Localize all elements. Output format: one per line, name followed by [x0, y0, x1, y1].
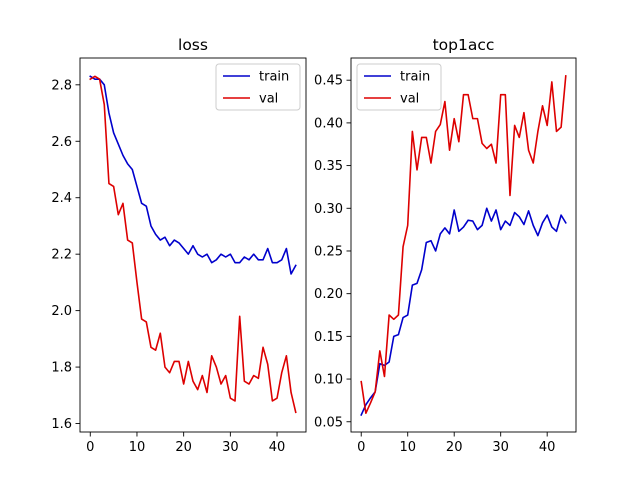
- top1acc-legend: train val: [356, 63, 442, 111]
- top1acc-y-tick-label: 0.05: [314, 415, 343, 430]
- loss-legend-label-train: train: [259, 70, 289, 85]
- top1acc-x-tick-label: 30: [492, 440, 509, 455]
- top1acc-y-tick-label: 0.15: [314, 330, 343, 345]
- top1acc-legend-label-val: val: [400, 92, 419, 107]
- top1acc-x-tick-label: 0: [357, 440, 365, 455]
- loss-val-line: [89, 75, 297, 414]
- top1acc-train-line: [360, 207, 567, 416]
- top1acc-y-tick-label: 0.25: [314, 244, 343, 259]
- top1acc-x-tick-label: 10: [399, 440, 416, 455]
- loss-y-tick-label: 2.0: [51, 304, 72, 319]
- top1acc-axes-frame: [350, 57, 577, 433]
- loss-y-tick-label: 2.8: [51, 78, 72, 93]
- top1acc-x-tick-label: 40: [539, 440, 556, 455]
- top1acc-y-tick-label: 0.30: [314, 202, 343, 217]
- loss-x-tick-label: 20: [175, 440, 192, 455]
- top1acc-y-tick-label: 0.45: [314, 74, 343, 89]
- top1acc-x-tick-label: 20: [446, 440, 463, 455]
- top1acc-y-tick-label: 0.35: [314, 159, 343, 174]
- loss-legend: train val: [215, 63, 301, 111]
- loss-y-tick-label: 2.2: [51, 248, 72, 263]
- loss-y-tick-label: 2.6: [51, 135, 72, 150]
- top1acc-y-tick-label: 0.10: [314, 373, 343, 388]
- top1acc-panel: top1acc 0 10 20 30 40 0.05 0.10 0.15 0.20 0.25 0.30…: [314, 36, 577, 455]
- loss-title: loss: [178, 36, 208, 54]
- loss-train-line: [89, 75, 297, 275]
- top1acc-y-tick-label: 0.20: [314, 287, 343, 302]
- top1acc-y-tick-label: 0.40: [314, 116, 343, 131]
- loss-x-tick-label: 10: [129, 440, 146, 455]
- loss-x-tick-label: 40: [269, 440, 286, 455]
- top1acc-legend-label-train: train: [400, 70, 430, 85]
- loss-y-tick-label: 2.4: [51, 191, 72, 206]
- loss-panel: loss 0 10 20 30 40 1.6 1.8 2.0 2.2 2.4 2.6 2.8 train v…: [51, 36, 307, 455]
- top1acc-title: top1acc: [433, 36, 495, 54]
- loss-legend-label-val: val: [259, 92, 278, 107]
- loss-axes-frame: [79, 57, 307, 433]
- loss-x-tick-label: 0: [86, 440, 94, 455]
- top1acc-val-line: [360, 75, 567, 415]
- loss-y-tick-label: 1.8: [51, 361, 72, 376]
- loss-x-tick-label: 30: [222, 440, 239, 455]
- loss-y-tick-label: 1.6: [51, 417, 72, 432]
